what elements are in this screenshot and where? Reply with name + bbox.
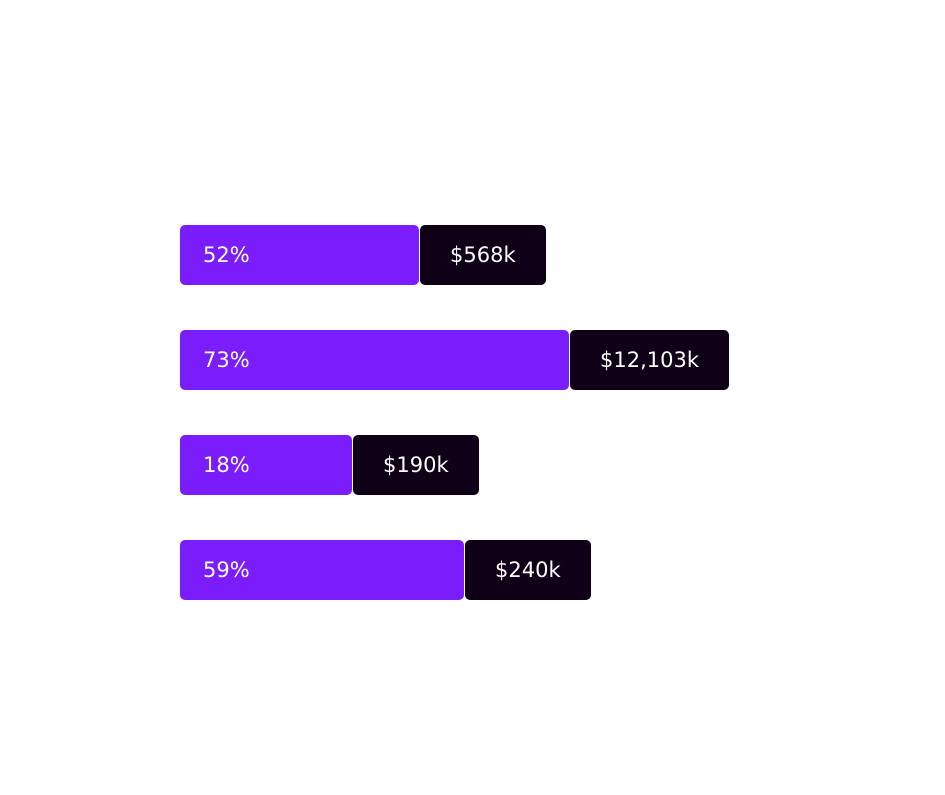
value-label: $568k <box>450 243 516 267</box>
percent-label: 73% <box>203 348 250 372</box>
percent-bar: 52% <box>180 225 419 285</box>
percent-label: 59% <box>203 558 250 582</box>
percent-label: 18% <box>203 453 250 477</box>
value-box: $240k <box>465 540 591 600</box>
value-box: $568k <box>420 225 546 285</box>
bar-row: 73% $12,103k <box>180 330 730 390</box>
value-label: $190k <box>383 453 449 477</box>
percent-label: 52% <box>203 243 250 267</box>
value-box: $190k <box>353 435 479 495</box>
bar-row: 59% $240k <box>180 540 591 600</box>
bar-row: 18% $190k <box>180 435 479 495</box>
bar-row: 52% $568k <box>180 225 546 285</box>
value-label: $12,103k <box>600 348 700 372</box>
value-box: $12,103k <box>570 330 730 390</box>
percent-bar: 73% <box>180 330 569 390</box>
percent-bar: 18% <box>180 435 352 495</box>
percent-bar: 59% <box>180 540 464 600</box>
value-label: $240k <box>495 558 561 582</box>
